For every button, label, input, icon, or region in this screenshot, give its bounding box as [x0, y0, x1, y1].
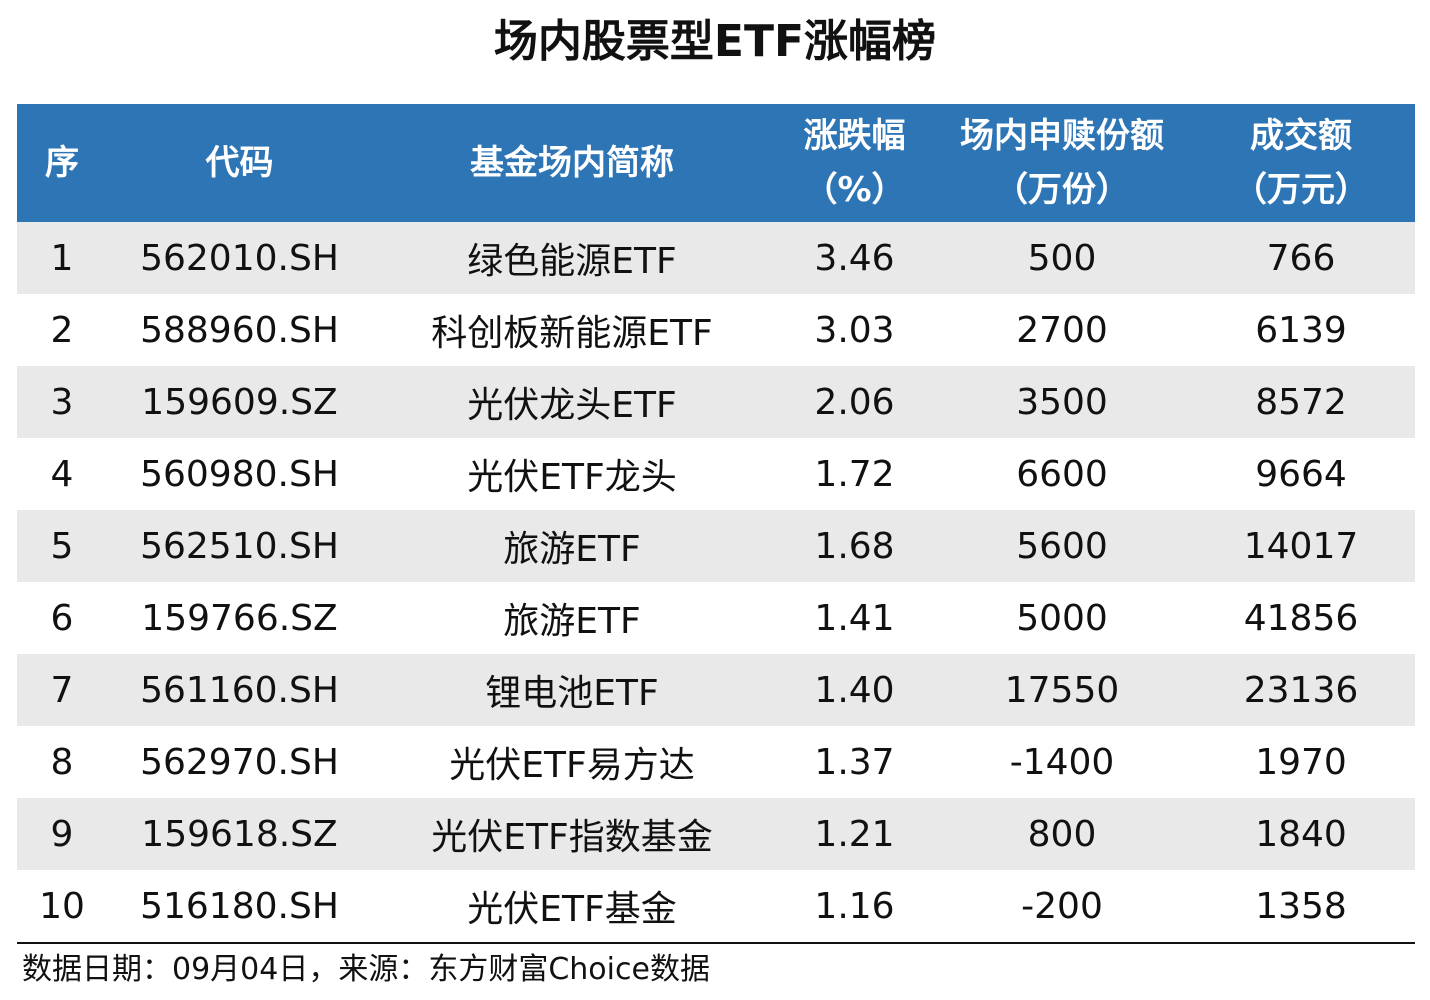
table-row: 2 588960.SH 科创板新能源ETF 3.03 2700 6139	[17, 294, 1415, 366]
cell-turnover: 6139	[1187, 294, 1415, 366]
cell-index: 4	[17, 438, 107, 510]
header-change-pct: 涨跌幅 （%）	[772, 104, 937, 222]
header-subscription: 场内申赎份额 （万份）	[937, 104, 1187, 222]
cell-subscription: 800	[937, 798, 1187, 870]
table-row: 7 561160.SH 锂电池ETF 1.40 17550 23136	[17, 654, 1415, 726]
header-turnover-line2: （万元）	[1233, 170, 1369, 210]
cell-name: 绿色能源ETF	[372, 222, 772, 294]
table-row: 10 516180.SH 光伏ETF基金 1.16 -200 1358	[17, 870, 1415, 942]
cell-index: 2	[17, 294, 107, 366]
table-row: 3 159609.SZ 光伏龙头ETF 2.06 3500 8572	[17, 366, 1415, 438]
cell-turnover: 9664	[1187, 438, 1415, 510]
cell-name: 光伏ETF龙头	[372, 438, 772, 510]
cell-name: 锂电池ETF	[372, 654, 772, 726]
cell-code: 588960.SH	[107, 294, 372, 366]
cell-index: 9	[17, 798, 107, 870]
cell-name: 旅游ETF	[372, 582, 772, 654]
page-title: 场内股票型ETF涨幅榜	[493, 16, 937, 67]
cell-turnover: 766	[1187, 222, 1415, 294]
cell-subscription: 5000	[937, 582, 1187, 654]
table-header-row: 序 代码 基金场内简称 涨跌幅 （%） 场内申赎份额 （万份） 成交额 （万元）	[17, 104, 1415, 222]
cell-change-pct: 1.72	[772, 438, 937, 510]
cell-code: 516180.SH	[107, 870, 372, 942]
table-row: 8 562970.SH 光伏ETF易方达 1.37 -1400 1970	[17, 726, 1415, 798]
cell-code: 159609.SZ	[107, 366, 372, 438]
header-turnover: 成交额 （万元）	[1187, 104, 1415, 222]
cell-index: 3	[17, 366, 107, 438]
header-code: 代码	[107, 104, 372, 222]
cell-change-pct: 1.41	[772, 582, 937, 654]
cell-subscription: 3500	[937, 366, 1187, 438]
table-row: 9 159618.SZ 光伏ETF指数基金 1.21 800 1840	[17, 798, 1415, 870]
cell-turnover: 41856	[1187, 582, 1415, 654]
cell-turnover: 14017	[1187, 510, 1415, 582]
cell-index: 10	[17, 870, 107, 942]
cell-subscription: -1400	[937, 726, 1187, 798]
cell-change-pct: 3.46	[772, 222, 937, 294]
header-turnover-line1: 成交额	[1250, 116, 1352, 156]
cell-name: 光伏龙头ETF	[372, 366, 772, 438]
cell-index: 5	[17, 510, 107, 582]
etf-ranking-table: 序 代码 基金场内简称 涨跌幅 （%） 场内申赎份额 （万份） 成交额 （万元）…	[17, 104, 1415, 942]
cell-code: 562510.SH	[107, 510, 372, 582]
cell-code: 562010.SH	[107, 222, 372, 294]
header-subscription-line1: 场内申赎份额	[960, 116, 1164, 156]
cell-subscription: 5600	[937, 510, 1187, 582]
header-change-pct-line1: 涨跌幅	[803, 116, 906, 156]
header-index: 序	[17, 104, 107, 222]
cell-name: 光伏ETF基金	[372, 870, 772, 942]
source-note: 数据日期：09月04日，来源：东方财富Choice数据	[22, 952, 710, 987]
cell-change-pct: 1.40	[772, 654, 937, 726]
header-name-label: 基金场内简称	[470, 143, 674, 183]
cell-code: 159618.SZ	[107, 798, 372, 870]
cell-turnover: 1358	[1187, 870, 1415, 942]
header-change-pct-line2: （%）	[803, 170, 906, 210]
cell-index: 7	[17, 654, 107, 726]
cell-code: 159766.SZ	[107, 582, 372, 654]
table-row: 4 560980.SH 光伏ETF龙头 1.72 6600 9664	[17, 438, 1415, 510]
cell-subscription: 500	[937, 222, 1187, 294]
cell-index: 6	[17, 582, 107, 654]
cell-index: 1	[17, 222, 107, 294]
header-name: 基金场内简称	[372, 104, 772, 222]
header-index-label: 序	[45, 143, 79, 183]
cell-code: 562970.SH	[107, 726, 372, 798]
header-code-label: 代码	[205, 143, 274, 183]
header-subscription-line2: （万份）	[994, 170, 1130, 210]
cell-turnover: 23136	[1187, 654, 1415, 726]
cell-name: 光伏ETF易方达	[372, 726, 772, 798]
cell-change-pct: 1.16	[772, 870, 937, 942]
cell-change-pct: 1.37	[772, 726, 937, 798]
cell-change-pct: 3.03	[772, 294, 937, 366]
cell-turnover: 8572	[1187, 366, 1415, 438]
cell-subscription: 2700	[937, 294, 1187, 366]
cell-subscription: 17550	[937, 654, 1187, 726]
cell-change-pct: 2.06	[772, 366, 937, 438]
cell-subscription: -200	[937, 870, 1187, 942]
table-row: 1 562010.SH 绿色能源ETF 3.46 500 766	[17, 222, 1415, 294]
table-row: 5 562510.SH 旅游ETF 1.68 5600 14017	[17, 510, 1415, 582]
cell-code: 560980.SH	[107, 438, 372, 510]
cell-name: 光伏ETF指数基金	[372, 798, 772, 870]
table-row: 6 159766.SZ 旅游ETF 1.41 5000 41856	[17, 582, 1415, 654]
cell-code: 561160.SH	[107, 654, 372, 726]
cell-index: 8	[17, 726, 107, 798]
cell-turnover: 1970	[1187, 726, 1415, 798]
cell-change-pct: 1.21	[772, 798, 937, 870]
cell-subscription: 6600	[937, 438, 1187, 510]
cell-change-pct: 1.68	[772, 510, 937, 582]
cell-turnover: 1840	[1187, 798, 1415, 870]
footer-divider	[17, 942, 1415, 944]
cell-name: 科创板新能源ETF	[372, 294, 772, 366]
cell-name: 旅游ETF	[372, 510, 772, 582]
